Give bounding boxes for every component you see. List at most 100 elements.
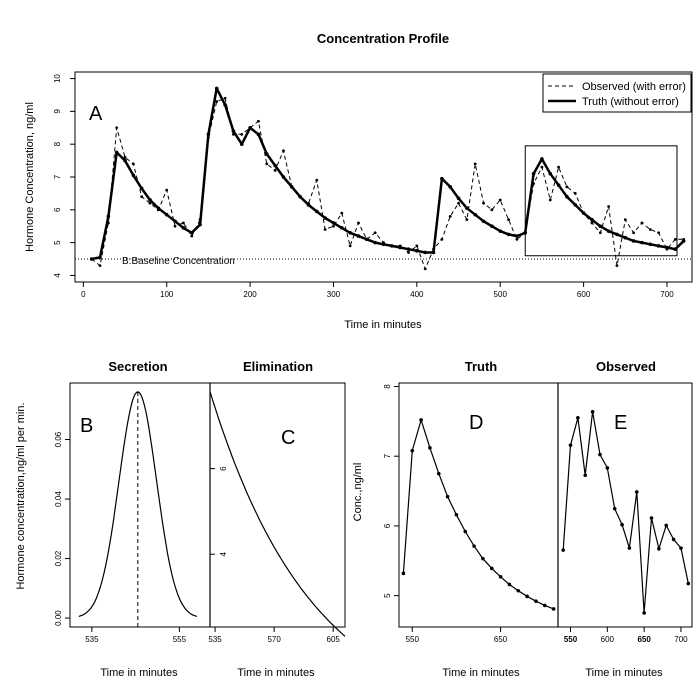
truth-point (665, 245, 669, 250)
observed-point (181, 221, 185, 225)
observed-point (173, 224, 177, 228)
observed-point (482, 201, 485, 205)
truth-point (523, 230, 528, 235)
truth-point (481, 219, 486, 224)
truth-point (406, 247, 411, 251)
panel-c-content: 535 570 605 4 6 (208, 391, 346, 644)
observed-point (557, 165, 560, 169)
panel-a-xtick-label: 700 (660, 290, 674, 299)
truth-window-point (507, 582, 512, 587)
truth-point (248, 125, 252, 130)
observed-window-point (664, 523, 669, 528)
panel-d-xtick-label: 550 (406, 635, 420, 644)
panel-e-label: E (614, 412, 627, 434)
observed-window-point (583, 473, 588, 478)
observed-point (115, 126, 119, 130)
observed-window-point (634, 490, 639, 494)
panel-b-xtick-label: 535 (85, 635, 99, 644)
panel-b-ytick-label: 0.04 (54, 491, 63, 507)
observed-window-point (671, 537, 676, 542)
truth-point (198, 222, 202, 227)
panel-d-content: 550 650 5 6 7 8 (383, 384, 556, 644)
truth-point (298, 194, 302, 199)
panel-e-xtick-label: 600 (601, 635, 615, 644)
observed-window-point (627, 546, 632, 550)
panel-a-ytick-label: 10 (53, 74, 62, 83)
observed-window-point (568, 443, 573, 447)
legend-entry-observed: Observed (with error) (582, 81, 686, 93)
observed-point (98, 264, 102, 267)
panel-d-title: Truth (465, 359, 498, 374)
panel-a-ytick-label: 6 (53, 207, 62, 212)
truth-point (131, 173, 136, 178)
panel-a-ytick-label: 9 (53, 109, 62, 114)
observed-point (340, 211, 344, 215)
panel-de-frame (398, 382, 693, 628)
panel-e-xlabel: Time in minutes (585, 667, 663, 679)
observed-point (615, 264, 619, 267)
truth-point (581, 211, 586, 215)
truth-point (431, 250, 436, 255)
observed-point (148, 201, 152, 205)
truth-window-point (401, 571, 406, 576)
truth-point (98, 255, 102, 260)
observed-window-point (679, 546, 683, 550)
truth-point (556, 183, 561, 188)
panel-c-xtick-label: 535 (208, 635, 222, 644)
truth-window-point (428, 446, 432, 450)
truth-window-point (472, 544, 476, 548)
truth-point (139, 186, 144, 191)
observed-window-point (620, 522, 624, 527)
observed-point (507, 218, 510, 222)
panel-e-xtick-label: 550 (564, 635, 578, 644)
panel-a: Concentration Profile 0 100 200 300 400 500 60… (24, 31, 693, 331)
observed-window-point (686, 581, 691, 586)
truth-point (306, 203, 311, 207)
truth-window-point (410, 448, 415, 453)
truth-point (181, 226, 186, 230)
panel-d-ytick-label: 8 (383, 384, 392, 389)
observed-point (257, 119, 260, 123)
panel-a-ytick-label: 4 (53, 273, 62, 278)
panel-b: Secretion 535 555 0.00 0.02 0.04 0.06 B Time … (15, 359, 198, 679)
panel-a-xtick-label: 100 (160, 290, 174, 299)
observed-point (515, 237, 519, 241)
panel-a-ytick-label: 8 (53, 141, 62, 146)
truth-point (465, 206, 469, 210)
observed-window-point (576, 415, 580, 420)
truth-point (573, 203, 578, 207)
truth-point (223, 103, 227, 107)
truth-window-point (516, 588, 521, 593)
truth-point (173, 219, 177, 224)
panel-c-xtick-label: 605 (327, 635, 341, 644)
observed-point (565, 185, 569, 189)
truth-point (456, 196, 461, 201)
observed-point (607, 205, 611, 208)
panel-a-xtick-label: 0 (81, 290, 86, 299)
truth-point (623, 235, 628, 240)
panel-e-content: 550 600 650 700 (561, 409, 691, 644)
observed-point (223, 96, 227, 100)
truth-point (506, 232, 511, 237)
truth-point (440, 176, 444, 181)
observed-window-point (642, 611, 646, 615)
observed-point (673, 237, 677, 241)
truth-point (123, 158, 127, 163)
observed-window-point (649, 516, 654, 520)
truth-point (281, 175, 286, 179)
truth-point (156, 206, 161, 210)
truth-point (490, 224, 494, 229)
observed-point (440, 237, 444, 241)
panel-a-title: Concentration Profile (317, 31, 449, 46)
legend-box (542, 73, 692, 113)
observed-window-line (562, 411, 689, 614)
truth-point (656, 244, 661, 248)
truth-point (373, 240, 377, 245)
truth-point (415, 249, 419, 253)
observed-point (498, 198, 502, 202)
truth-window-point (498, 575, 503, 579)
panel-c-title: Elimination (243, 359, 313, 374)
observed-point (282, 149, 285, 153)
observed-point (423, 267, 427, 271)
observed-window-point (561, 548, 565, 552)
